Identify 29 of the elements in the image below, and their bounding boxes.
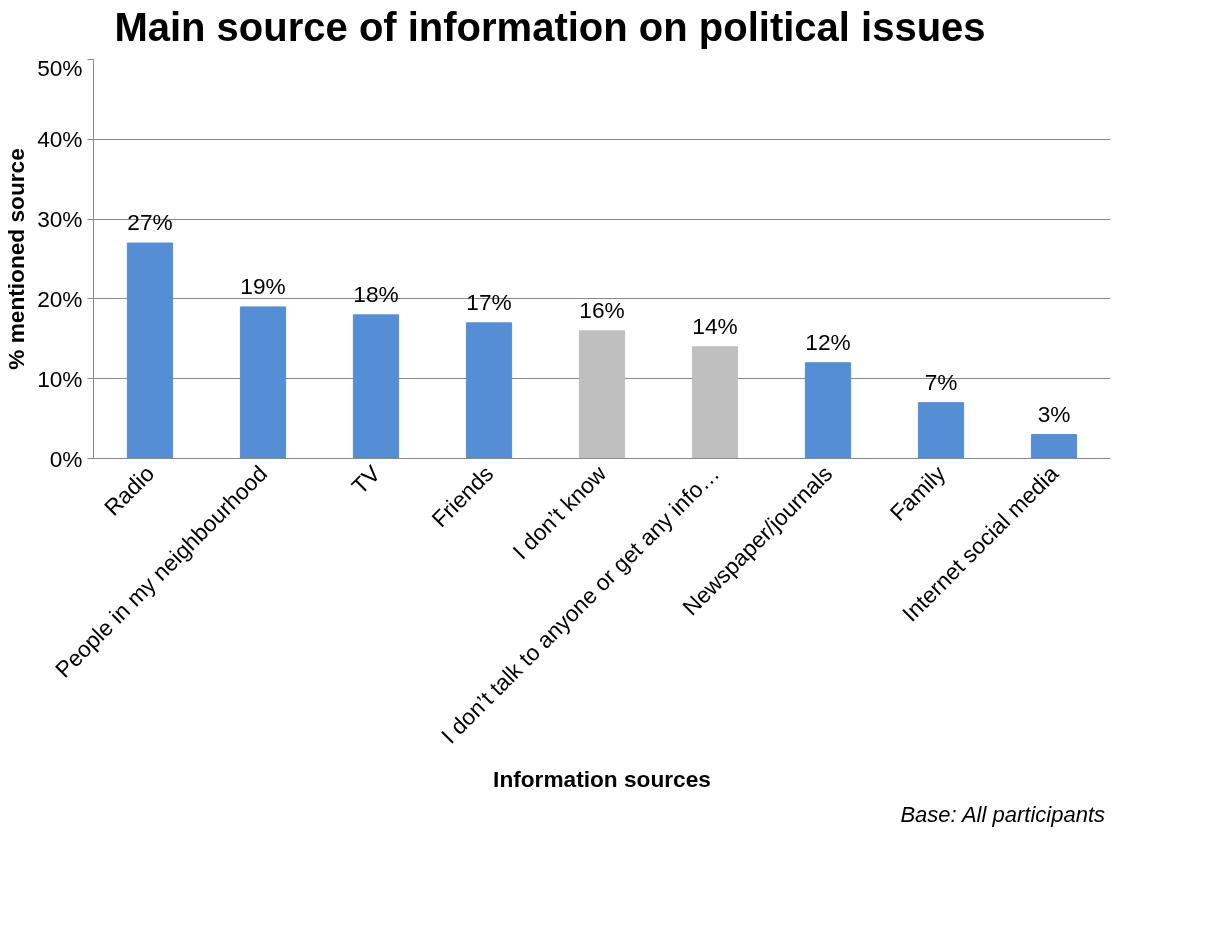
y-axis-title: % mentioned source	[3, 148, 30, 370]
bar	[578, 330, 626, 459]
data-label: 7%	[924, 368, 958, 395]
bar	[239, 306, 287, 459]
data-label: 14%	[692, 312, 738, 339]
text: Base: All participants	[900, 801, 1105, 829]
x-axis-title: Information sources	[493, 765, 711, 792]
bar	[465, 322, 513, 459]
bar	[126, 242, 174, 459]
data-label: 18%	[353, 280, 399, 307]
data-label: 19%	[240, 272, 286, 299]
y-tick-label: 10%	[37, 365, 83, 392]
bar	[917, 402, 965, 459]
chart-title: Main source of information on political issues	[114, 5, 986, 49]
data-label: 3%	[1037, 400, 1071, 427]
y-tick-label: 40%	[37, 126, 83, 153]
data-label: 12%	[805, 328, 851, 355]
bar	[804, 362, 852, 459]
y-tick-label: 0%	[49, 445, 83, 472]
bar	[1030, 434, 1078, 459]
data-label: 16%	[579, 296, 625, 323]
y-tick-label: 20%	[37, 285, 83, 312]
data-label: 17%	[466, 288, 512, 315]
bar	[352, 314, 400, 459]
data-label: 27%	[127, 209, 173, 236]
y-tick-label: 50%	[37, 54, 83, 81]
bar	[691, 346, 739, 459]
y-tick-label: 30%	[37, 206, 83, 233]
x-tick-label: TV	[346, 459, 386, 500]
